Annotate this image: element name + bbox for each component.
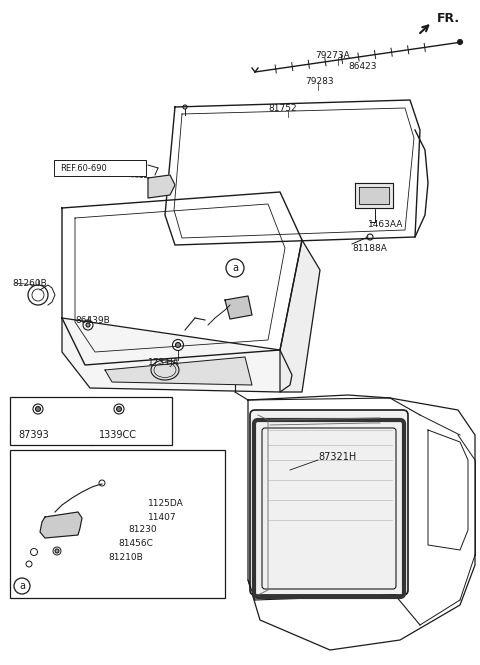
FancyBboxPatch shape <box>250 410 408 595</box>
Polygon shape <box>355 183 393 208</box>
Circle shape <box>55 549 59 553</box>
Text: a: a <box>19 581 25 591</box>
Text: 86439B: 86439B <box>75 315 110 325</box>
Text: FR.: FR. <box>437 11 460 25</box>
Text: REF.60-690: REF.60-690 <box>60 164 107 172</box>
Text: 81230: 81230 <box>128 525 156 535</box>
Text: 86423: 86423 <box>348 61 376 70</box>
Text: 79283: 79283 <box>305 76 334 86</box>
Polygon shape <box>62 318 292 392</box>
Text: a: a <box>232 263 238 273</box>
Text: 1731JA: 1731JA <box>148 358 180 366</box>
Polygon shape <box>359 187 389 204</box>
Polygon shape <box>62 192 302 365</box>
Polygon shape <box>248 395 475 650</box>
Circle shape <box>36 406 40 412</box>
Text: 81456C: 81456C <box>118 539 153 549</box>
Circle shape <box>457 39 463 45</box>
Text: 81210B: 81210B <box>108 553 143 563</box>
Text: 11407: 11407 <box>148 513 177 521</box>
Text: 1125DA: 1125DA <box>148 499 184 509</box>
Text: 1463AA: 1463AA <box>368 219 403 229</box>
Polygon shape <box>225 296 252 319</box>
Circle shape <box>176 342 180 348</box>
Polygon shape <box>165 100 420 245</box>
Polygon shape <box>280 240 320 392</box>
Polygon shape <box>105 357 252 385</box>
Text: 87393: 87393 <box>18 430 49 440</box>
Polygon shape <box>40 512 82 538</box>
Text: 79273A: 79273A <box>315 51 350 59</box>
Bar <box>10 450 225 598</box>
Polygon shape <box>148 175 175 198</box>
Circle shape <box>117 406 121 412</box>
Text: 81188A: 81188A <box>352 243 387 253</box>
Bar <box>10 397 172 445</box>
Text: 81752: 81752 <box>268 104 297 112</box>
Text: 87321H: 87321H <box>318 452 356 462</box>
Text: 81260B: 81260B <box>12 279 47 287</box>
Circle shape <box>86 323 90 327</box>
Text: 1339CC: 1339CC <box>99 430 137 440</box>
FancyBboxPatch shape <box>54 160 146 176</box>
